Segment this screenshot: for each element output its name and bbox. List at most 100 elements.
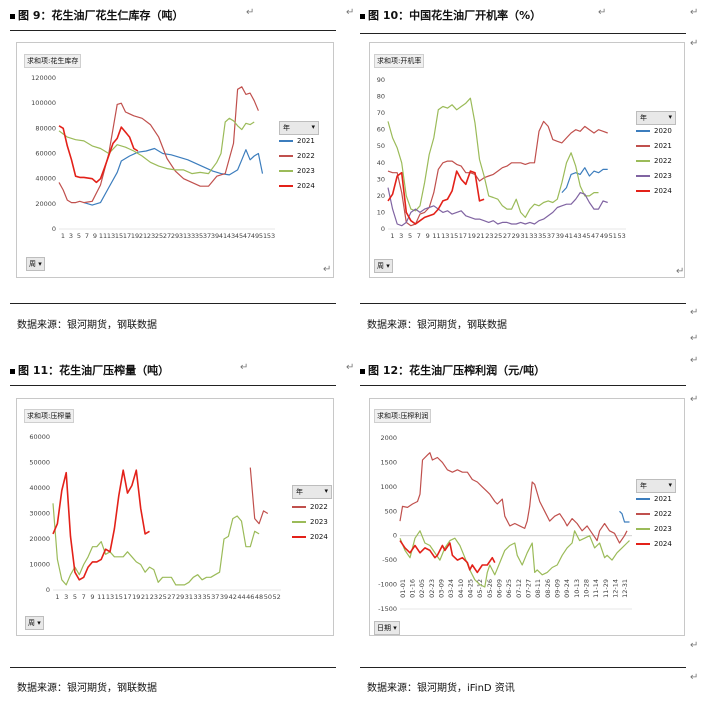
x-tick-label: 10-13: [573, 579, 581, 598]
x-tick-label: 53: [617, 232, 625, 240]
legend-swatch: [636, 513, 650, 515]
legend-label: 2023: [654, 172, 672, 180]
x-tick-label: 47: [591, 232, 599, 240]
source-note: 数据来源：银河期货，钢联数据: [367, 320, 507, 331]
axis-filter-button[interactable]: 周 ▾: [25, 616, 44, 630]
series-line-2024: [58, 125, 139, 184]
legend-item: 2021: [279, 137, 335, 145]
x-tick-label: 17: [123, 232, 131, 240]
y-tick-label: 0: [393, 532, 397, 540]
x-tick-label: 33: [194, 593, 202, 601]
x-tick-label: 47: [243, 232, 251, 240]
x-tick-label: 27: [503, 232, 511, 240]
return-mark-icon: ↵: [690, 640, 699, 651]
legend-item: 2023: [636, 525, 686, 533]
legend-filter-button[interactable]: 年 ▾: [292, 485, 332, 499]
x-tick-label: 3: [64, 593, 68, 601]
y-tick-label: 40: [377, 159, 385, 167]
bullet-square-icon: [10, 13, 15, 19]
x-tick-label: 03-09: [438, 579, 446, 598]
y-tick-label: 500: [385, 507, 397, 515]
legend-swatch: [636, 543, 650, 545]
legend-label: 2021: [654, 142, 672, 150]
x-tick-label: 41: [565, 232, 573, 240]
source-note: 数据来源：银河期货，钢联数据: [17, 320, 157, 331]
x-tick-label: 08-26: [544, 579, 552, 598]
series-line-2022: [249, 467, 269, 525]
bullet-square-icon: [10, 368, 15, 374]
series-line-2023: [52, 503, 260, 586]
axis-filter-button[interactable]: 周 ▾: [374, 259, 393, 273]
y-tick-label: 0: [46, 586, 50, 594]
x-tick-label: 1: [55, 593, 59, 601]
x-tick-label: 37: [547, 232, 555, 240]
legend-item: 2020: [636, 127, 686, 135]
legend: 2021 2022 2023 2024: [636, 495, 686, 555]
x-tick-label: 5: [73, 593, 77, 601]
y-tick-label: 100000: [31, 99, 56, 107]
x-tick-label: 15: [115, 232, 123, 240]
x-tick-label: 04-10: [457, 579, 465, 598]
legend: 2021 2022 2023 2024: [279, 137, 335, 197]
axis-filter-button[interactable]: 日期 ▾: [374, 621, 400, 635]
legend-filter-button[interactable]: 年 ▾: [279, 121, 319, 135]
legend-label: 2022: [297, 152, 315, 160]
y-tick-label: 10: [377, 208, 385, 216]
x-tick-label: 27: [163, 232, 171, 240]
x-tick-label: 5: [408, 232, 412, 240]
chart-fig11: 求和项:压榨量 0 10000 20000 30000 40000 50000 60000 1…: [16, 398, 334, 636]
return-mark-icon: ↵: [246, 7, 255, 18]
y-tick-label: 10000: [29, 561, 50, 569]
series-line-2020: [561, 167, 608, 194]
x-tick-label: 15: [450, 232, 458, 240]
legend-item: 2022: [279, 152, 335, 160]
x-tick-label: 09-09: [554, 579, 562, 598]
legend-filter-button[interactable]: 年 ▾: [636, 111, 676, 125]
x-tick-label: 51: [259, 232, 267, 240]
x-tick-label: 9: [90, 593, 94, 601]
chart-pivot-label: 求和项:压榨利润: [374, 409, 432, 423]
x-tick-label: 06-09: [496, 579, 504, 598]
x-tick-label: 31: [185, 593, 193, 601]
legend-swatch: [636, 175, 650, 177]
legend: 2020 2021 2022 2023 2024: [636, 127, 686, 202]
x-tick-label: 31: [520, 232, 528, 240]
x-tick-label: 46: [246, 593, 254, 601]
x-tick-label: 53: [267, 232, 275, 240]
legend-item: 2022: [292, 503, 334, 511]
x-tick-label: 09-24: [563, 579, 571, 598]
x-tick-label: 37: [203, 232, 211, 240]
x-tick-label: 27: [167, 593, 175, 601]
source-note: 数据来源：银河期货，钢联数据: [17, 683, 157, 694]
legend-label: 2022: [654, 157, 672, 165]
x-tick-label: 23: [485, 232, 493, 240]
y-tick-label: 40000: [35, 175, 56, 183]
x-tick-label: 43: [227, 232, 235, 240]
x-tick-label: 17: [459, 232, 467, 240]
legend-item: 2023: [279, 167, 335, 175]
axis-filter-button[interactable]: 周 ▾: [26, 257, 45, 271]
figure-title: 图 11：花生油厂压榨量（吨）: [10, 362, 169, 378]
x-tick-label: 42: [229, 593, 237, 601]
x-tick-label: 9: [93, 232, 97, 240]
x-tick-label: 19: [131, 232, 139, 240]
series-line-2024: [52, 469, 150, 581]
legend-label: 2023: [654, 525, 672, 533]
divider: [10, 385, 336, 386]
divider: [10, 667, 336, 668]
x-tick-label: 5: [77, 232, 81, 240]
legend-filter-button[interactable]: 年 ▾: [636, 479, 676, 493]
x-tick-label: 44: [237, 593, 245, 601]
x-tick-label: 13: [106, 593, 114, 601]
y-tick-label: 50: [377, 142, 385, 150]
y-tick-label: 1500: [380, 458, 397, 466]
x-tick-label: 39: [211, 232, 219, 240]
series-line-2023: [58, 117, 255, 175]
chart-pivot-label: 求和项:花生库存: [24, 54, 82, 68]
y-tick-label: 50000: [29, 459, 50, 467]
x-tick-label: 45: [582, 232, 590, 240]
return-mark-icon: ↵: [690, 355, 699, 366]
x-tick-label: 33: [187, 232, 195, 240]
x-tick-label: 25: [494, 232, 502, 240]
